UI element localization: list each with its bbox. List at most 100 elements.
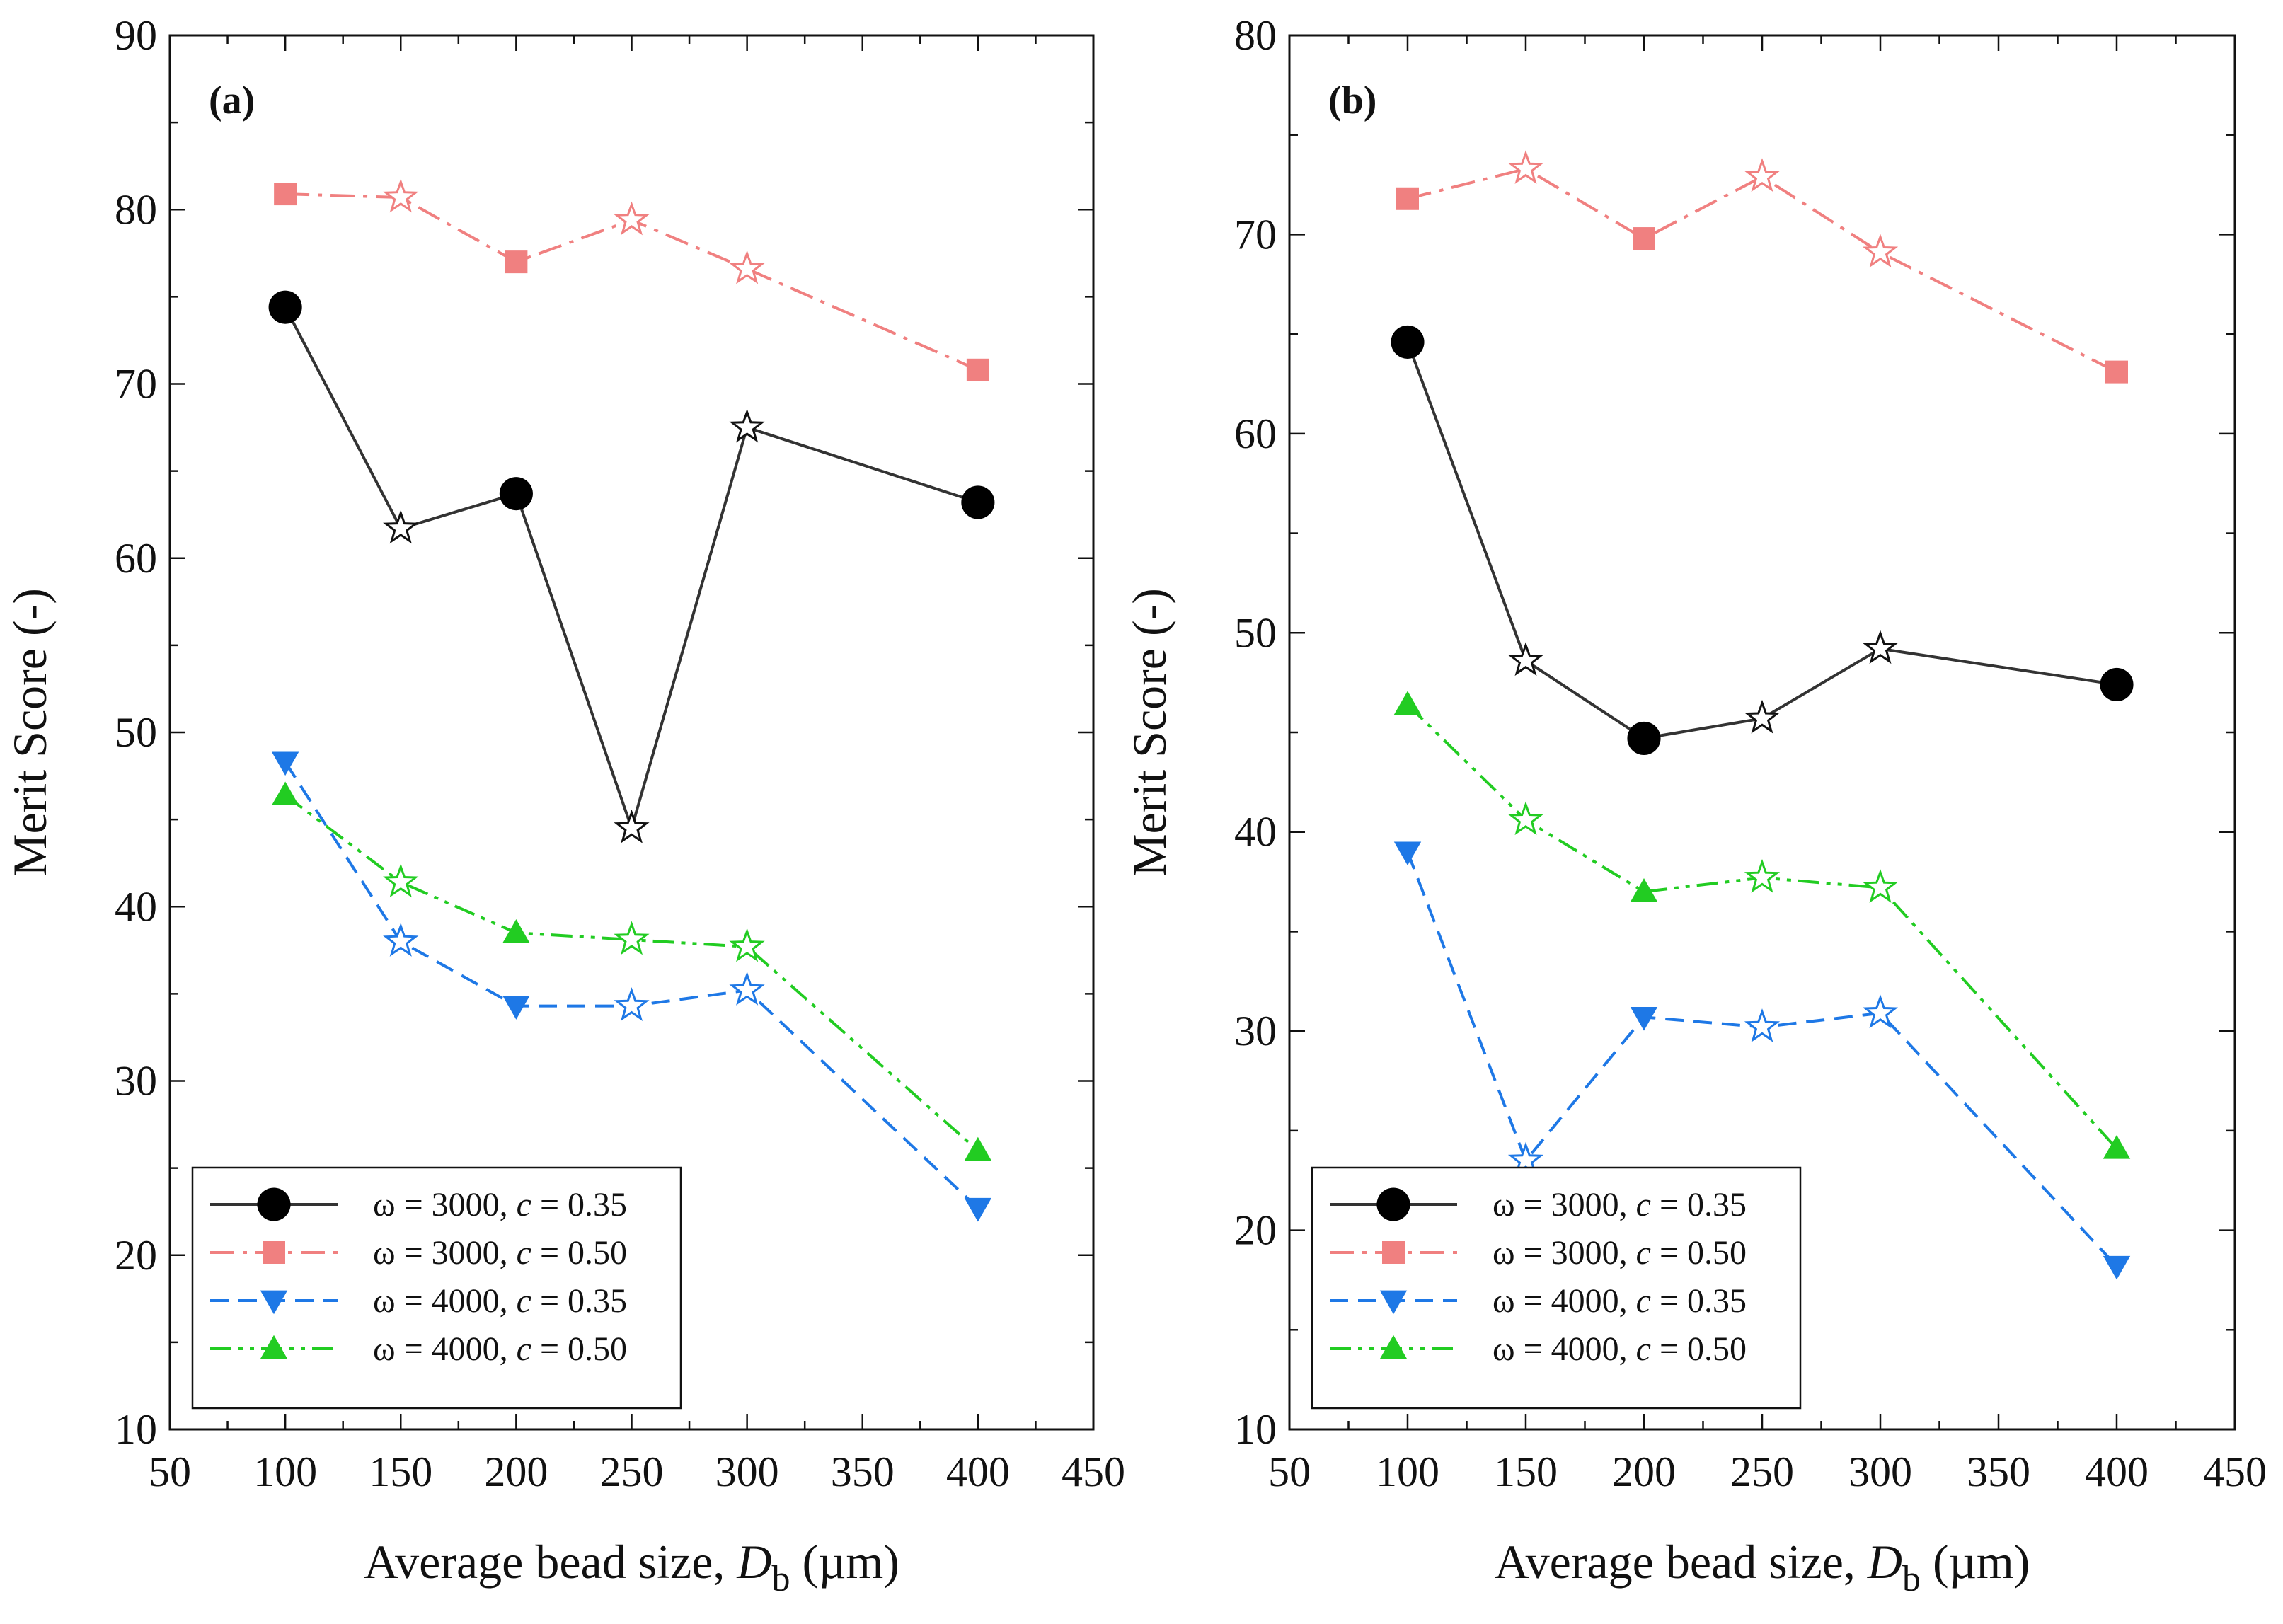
x-tick-label: 100	[253, 1449, 317, 1495]
data-point-star	[1744, 699, 1781, 734]
x-tick-label: 350	[1967, 1449, 2030, 1495]
series-line	[1406, 341, 2117, 740]
legend-entry: ω = 4000, c = 0.50	[1493, 1330, 1747, 1368]
x-tick-label: 150	[1494, 1449, 1558, 1495]
data-point-triangle-up	[502, 918, 530, 943]
x-axis-title-text: Average bead size,	[1495, 1535, 1868, 1589]
series-2	[1396, 150, 2128, 384]
data-point-square	[274, 183, 297, 206]
x-tick-label: 300	[1848, 1449, 1912, 1495]
data-point-triangle-up	[2103, 1134, 2131, 1159]
legend-entry-text: ω = 3000,	[1493, 1186, 1636, 1223]
legend-entry-variable: c	[1636, 1282, 1651, 1320]
legend: ω = 3000, c = 0.35 ω = 3000, c = 0.50 ω = …	[191, 1166, 682, 1410]
x-axis-title-variable: D	[1867, 1535, 1902, 1589]
panel-a: 50 100 150 200 250 300 350 400 450 10 20 30 40 50 60 70…	[3, 12, 1125, 1599]
data-point-star	[383, 863, 419, 898]
series-4	[1393, 691, 2131, 1159]
data-point-star	[614, 809, 650, 843]
legend-entry-value: = 0.50	[1651, 1330, 1747, 1368]
legend-marker-circle	[257, 1187, 291, 1221]
y-tick-label: 30	[115, 1058, 157, 1105]
x-tick-label: 350	[831, 1449, 895, 1495]
panel-label: (a)	[209, 79, 255, 122]
data-point-triangle-up	[271, 781, 299, 806]
y-tick-label: 80	[115, 186, 157, 233]
y-tick-label: 90	[115, 12, 157, 59]
legend-entry-variable: c	[517, 1186, 531, 1223]
x-axis-title: Average bead size, Db (µm)	[364, 1535, 899, 1599]
series-line	[1406, 851, 2118, 1267]
y-tick-label: 30	[1234, 1008, 1277, 1054]
x-axis-title-variable: D	[736, 1535, 771, 1589]
series-line	[284, 761, 979, 1209]
data-point-triangle-down	[1393, 841, 1422, 866]
data-point-star	[614, 921, 650, 955]
x-tick-label: 250	[1730, 1449, 1794, 1495]
x-tick-label: 400	[2085, 1449, 2149, 1495]
legend-entry-value: = 0.50	[531, 1330, 627, 1368]
data-point-star	[1862, 994, 1899, 1029]
data-point-star	[614, 987, 650, 1021]
x-tick-label: 150	[369, 1449, 432, 1495]
data-point-star	[383, 509, 419, 544]
x-axis-title-subscript: b	[772, 1559, 790, 1599]
data-point-triangle-down	[964, 1197, 992, 1222]
x-tick-label: 400	[946, 1449, 1010, 1495]
y-tick-label: 40	[1234, 809, 1277, 856]
legend-entry-value: = 0.35	[1651, 1282, 1747, 1320]
data-point-square	[2105, 360, 2128, 384]
data-point-star	[1507, 801, 1544, 836]
y-tick-label: 50	[1234, 609, 1277, 656]
data-point-square	[966, 358, 989, 381]
data-point-circle	[961, 485, 995, 519]
legend-marker-triangle-up	[1379, 1335, 1408, 1359]
legend-entry-variable: c	[1636, 1234, 1651, 1272]
data-point-star	[383, 923, 419, 957]
x-axis-title: Average bead size, Db (µm)	[1495, 1535, 2030, 1599]
series-3	[271, 751, 992, 1222]
legend-entry-text: ω = 4000,	[1493, 1282, 1636, 1320]
data-point-circle	[499, 477, 533, 511]
y-tick-label: 60	[1234, 410, 1277, 457]
y-tick-label: 50	[115, 709, 157, 756]
y-axis-title: Merit Score (-)	[1122, 588, 1176, 877]
data-point-star	[1744, 1008, 1781, 1042]
data-point-square	[1633, 227, 1655, 250]
legend-entry: ω = 3000, c = 0.50	[373, 1234, 627, 1272]
y-tick-label: 10	[1234, 1406, 1277, 1453]
y-tick-label: 70	[1234, 211, 1277, 258]
legend-marker-circle	[1376, 1187, 1410, 1221]
data-point-star	[1744, 858, 1781, 893]
legend-box	[191, 1166, 682, 1410]
legend-entry-text: ω = 4000,	[373, 1282, 517, 1320]
legend-entry-text: ω = 3000,	[1493, 1234, 1636, 1272]
data-point-triangle-up	[1630, 877, 1658, 902]
legend-marker-triangle-down	[260, 1290, 288, 1315]
x-tick-label: 200	[1612, 1449, 1676, 1495]
x-tick-label: 100	[1376, 1449, 1439, 1495]
data-point-star	[1862, 630, 1899, 664]
legend-entry-value: = 0.35	[1651, 1186, 1747, 1223]
legend-entry-text: ω = 4000,	[373, 1330, 517, 1368]
legend-entry-variable: c	[517, 1282, 531, 1320]
series-1	[1391, 325, 2134, 756]
y-tick-label: 60	[115, 535, 157, 582]
data-point-star	[729, 250, 765, 284]
data-point-star	[614, 201, 650, 236]
data-point-circle	[1391, 325, 1425, 359]
data-point-triangle-up	[964, 1136, 992, 1161]
y-tick-label: 20	[115, 1232, 157, 1279]
legend-entry: ω = 3000, c = 0.35	[373, 1186, 627, 1223]
x-tick-label: 50	[1268, 1449, 1311, 1495]
data-point-star	[729, 971, 765, 1006]
data-point-circle	[2100, 667, 2134, 702]
legend-entry-value: = 0.50	[1651, 1234, 1747, 1272]
legend-entry-value: = 0.35	[531, 1186, 627, 1223]
data-point-star	[1507, 150, 1544, 184]
data-point-star	[1862, 869, 1899, 903]
x-axis-title-unit: (µm)	[790, 1535, 899, 1589]
legend-entry-value: = 0.50	[531, 1234, 627, 1272]
series-line	[284, 794, 979, 1152]
